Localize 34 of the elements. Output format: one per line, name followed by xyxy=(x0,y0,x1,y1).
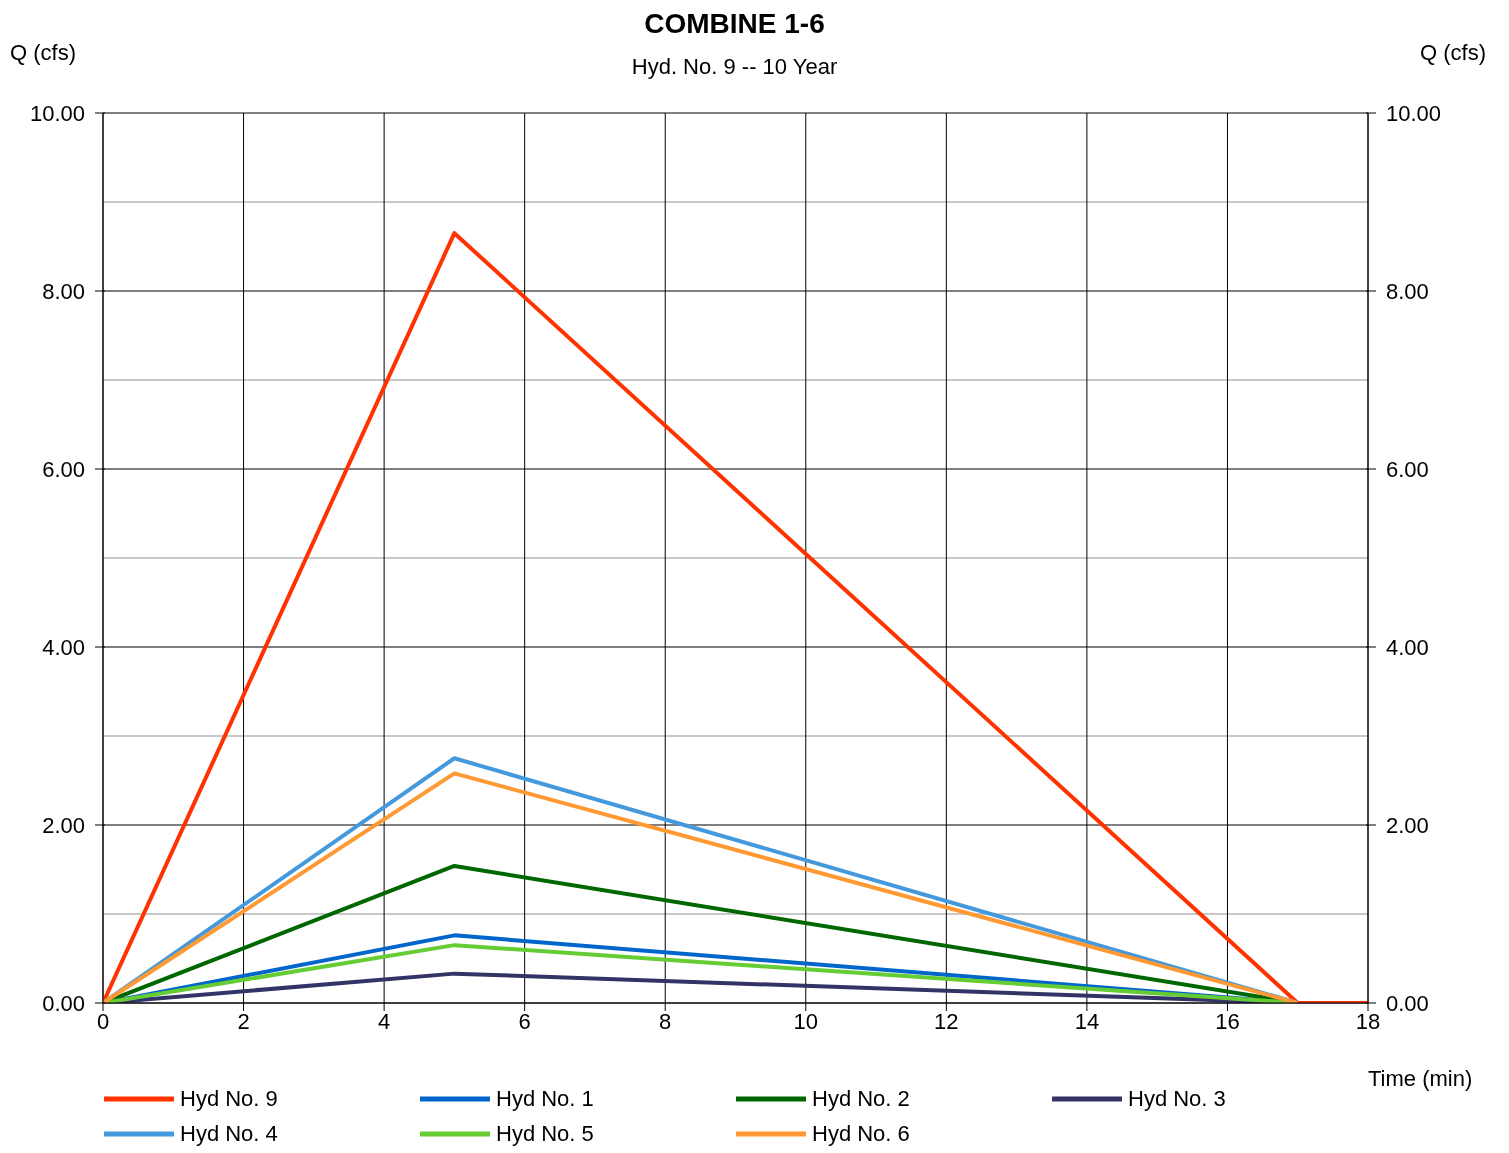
x-tick-label: 0 xyxy=(96,1008,110,1034)
y2-tick-label: 4.00 xyxy=(1386,635,1429,660)
x-tick-label: 16 xyxy=(1215,1008,1240,1034)
y-tick-label: 0.00 xyxy=(42,991,85,1016)
y2-tick-label: 0.00 xyxy=(1386,991,1429,1016)
chart-title: COMBINE 1-6 xyxy=(643,8,826,40)
legend-label: Hyd No. 1 xyxy=(496,1086,594,1112)
y2-tick-label: 2.00 xyxy=(1386,813,1429,838)
x-tick-label: 6 xyxy=(518,1008,531,1034)
y2-tick-label: 8.00 xyxy=(1386,279,1429,304)
y-tick-label: 2.00 xyxy=(42,813,85,838)
x-tick-label: 18 xyxy=(1355,1008,1381,1034)
legend-label: Hyd No. 3 xyxy=(1128,1086,1226,1112)
y-tick-label: 6.00 xyxy=(42,457,85,482)
x-axis-title: Time (min) xyxy=(1368,1066,1473,1092)
x-tick-label: 8 xyxy=(659,1008,672,1034)
chart-subtitle: Hyd. No. 9 -- 10 Year xyxy=(631,54,838,79)
y-tick-label: 8.00 xyxy=(42,279,85,304)
x-tick-label: 14 xyxy=(1074,1008,1100,1034)
x-tick-label: 2 xyxy=(237,1008,250,1034)
x-tick-label: 12 xyxy=(934,1008,959,1034)
legend-label: Hyd No. 4 xyxy=(180,1121,278,1147)
y-tick-label: 10.00 xyxy=(29,101,85,126)
y2-axis-title: Q (cfs) xyxy=(1420,40,1486,66)
x-tick-label: 4 xyxy=(377,1008,391,1034)
legend-label: Hyd No. 2 xyxy=(812,1086,910,1112)
legend-label: Hyd No. 5 xyxy=(496,1121,594,1147)
legend-label: Hyd No. 9 xyxy=(180,1086,278,1112)
y2-tick-label: 10.00 xyxy=(1386,101,1442,126)
y-tick-label: 4.00 xyxy=(42,635,85,660)
y-axis-title: Q (cfs) xyxy=(10,40,76,66)
legend-label: Hyd No. 6 xyxy=(812,1121,910,1147)
y2-tick-label: 6.00 xyxy=(1386,457,1429,482)
x-tick-label: 10 xyxy=(793,1008,819,1034)
